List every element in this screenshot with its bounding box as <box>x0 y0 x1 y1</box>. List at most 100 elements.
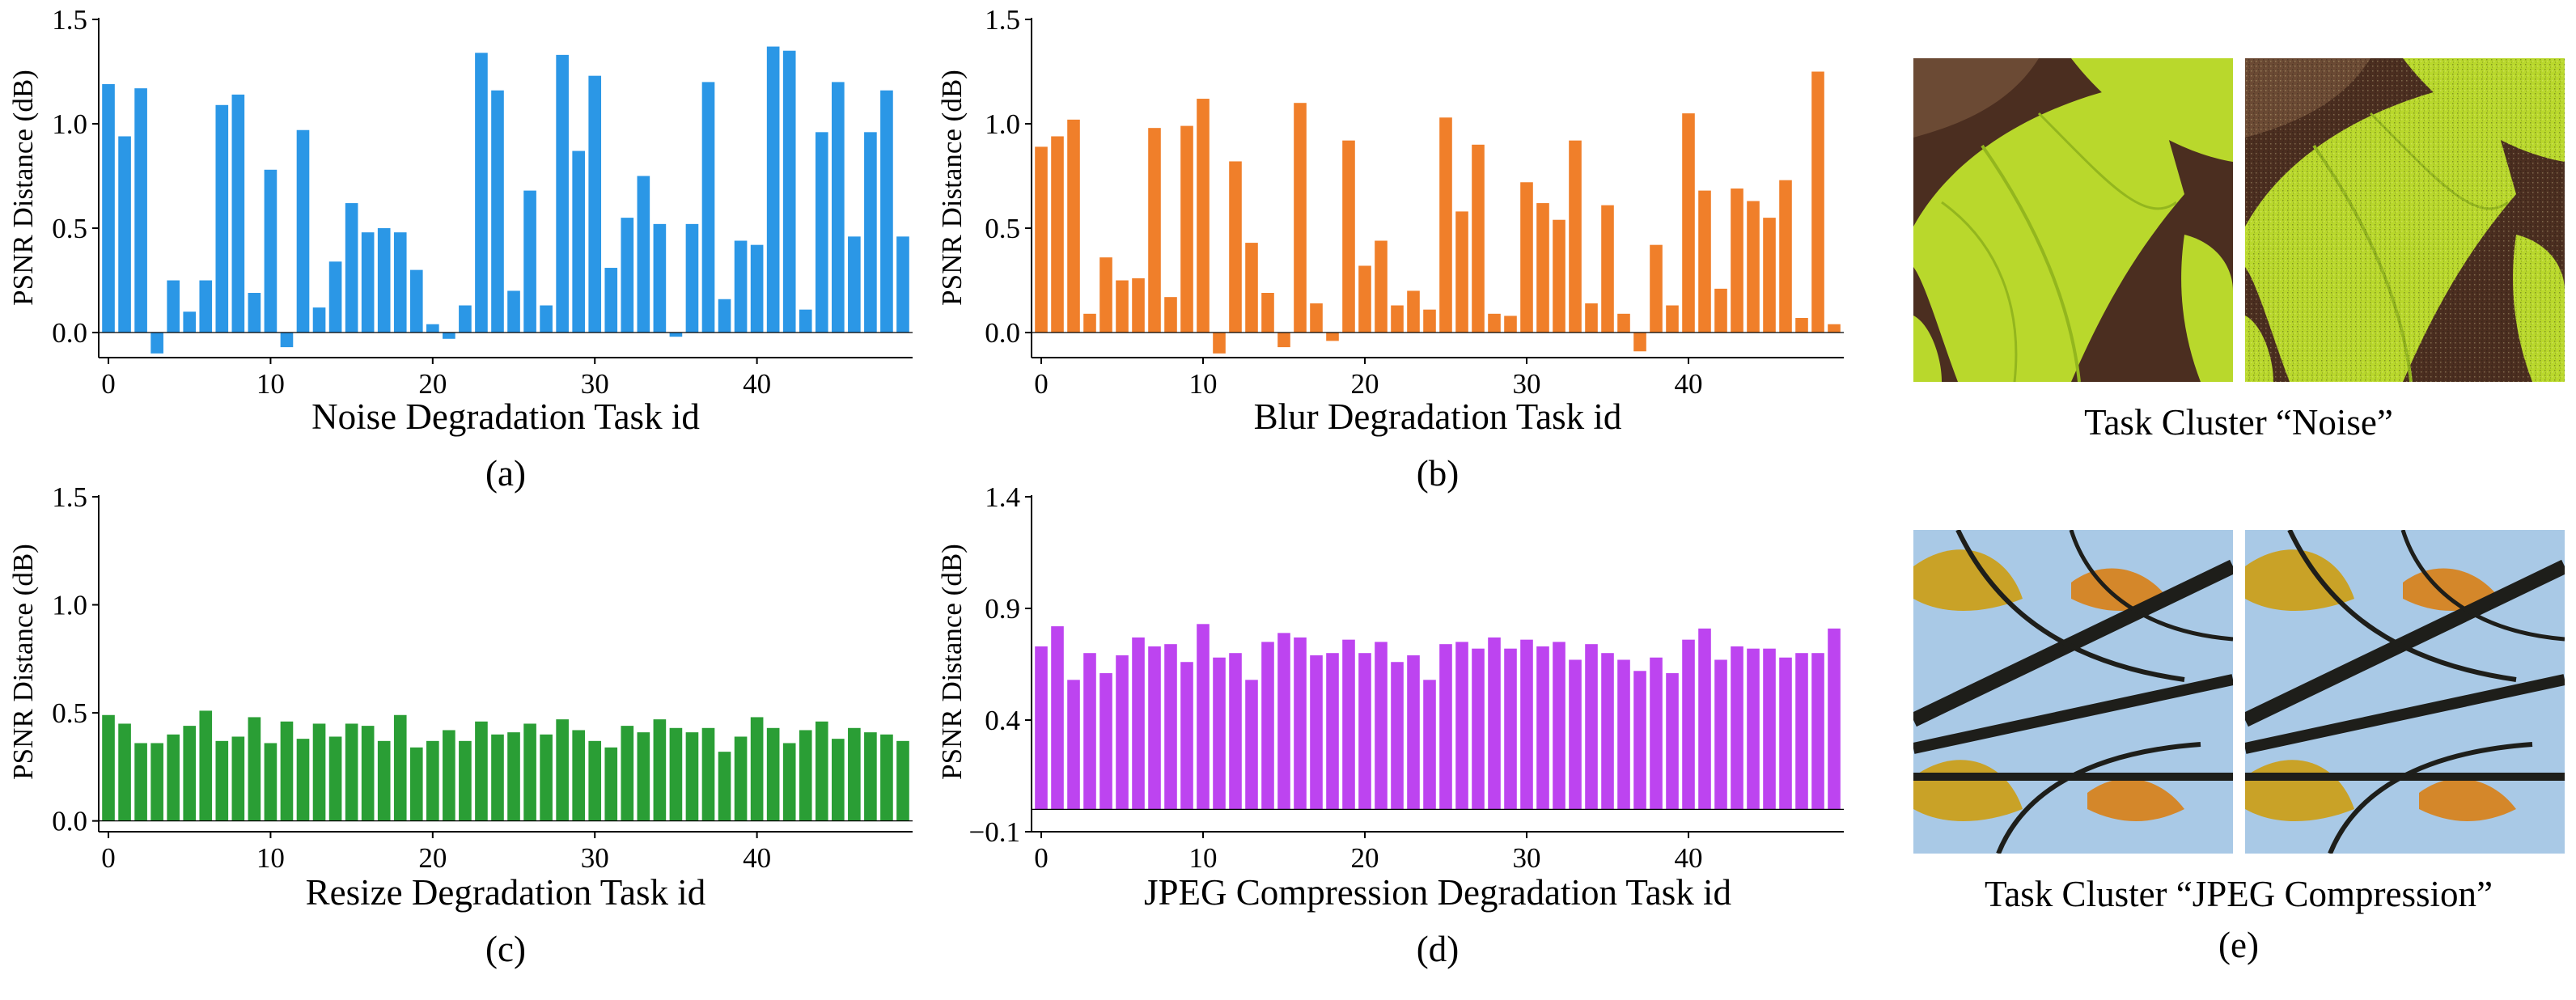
chart-a: 0.0 0.5 1.0 1.5 0 10 20 30 40 Noise Degradation T… <box>7 4 913 494</box>
bar-c-30 <box>588 740 602 821</box>
bar-c-7 <box>215 740 229 821</box>
bar-d-31 <box>1536 646 1549 810</box>
bar-c-27 <box>540 734 553 821</box>
panel-caption: (c) <box>485 929 526 969</box>
bar-a-24 <box>491 90 504 333</box>
bar-c-41 <box>766 727 780 821</box>
bar-b-46 <box>1779 180 1792 333</box>
bar-c-12 <box>296 739 310 821</box>
x-tick-label: 40 <box>743 842 771 874</box>
bar-c-38 <box>718 752 731 821</box>
bar-a-44 <box>815 132 828 333</box>
jpeg-sample-clean <box>1913 530 2233 854</box>
bar-d-12 <box>1229 653 1242 810</box>
y-tick-label: 0.0 <box>52 806 87 837</box>
bar-d-0 <box>1035 646 1048 810</box>
bar-b-23 <box>1407 290 1420 333</box>
x-tick-label: 30 <box>1513 842 1541 874</box>
bar-d-35 <box>1601 653 1614 810</box>
bar-d-47 <box>1795 653 1808 810</box>
bar-c-28 <box>556 719 569 821</box>
bar-a-16 <box>361 232 375 333</box>
x-axis-title: Resize Degradation Task id <box>306 872 706 913</box>
y-tick-label: 1.0 <box>985 108 1020 140</box>
bar-d-5 <box>1116 655 1129 810</box>
bar-a-25 <box>507 290 520 333</box>
bar-b-12 <box>1229 161 1242 333</box>
bar-d-6 <box>1132 637 1145 810</box>
bar-d-14 <box>1261 642 1274 810</box>
bar-d-11 <box>1213 657 1226 810</box>
bar-b-35 <box>1601 205 1614 333</box>
bar-c-1 <box>118 723 131 821</box>
bar-a-14 <box>328 261 342 333</box>
bar-a-30 <box>588 75 602 333</box>
x-axis-title: Noise Degradation Task id <box>311 396 700 437</box>
bar-c-22 <box>459 740 472 821</box>
bar-c-37 <box>701 727 715 821</box>
x-tick-label: 0 <box>1034 368 1049 400</box>
y-axis-title: PSNR Distance (dB) <box>936 544 968 780</box>
bar-c-2 <box>134 743 147 821</box>
bar-b-2 <box>1067 119 1080 333</box>
y-tick-label: 1.0 <box>52 108 87 140</box>
x-tick-label: 30 <box>581 368 609 400</box>
bar-b-4 <box>1099 257 1112 333</box>
bar-c-42 <box>782 743 796 821</box>
x-tick-label: 0 <box>101 368 116 400</box>
bar-d-46 <box>1779 657 1792 810</box>
bar-a-7 <box>215 104 229 333</box>
bar-b-36 <box>1617 313 1630 333</box>
y-tick-label: 0.0 <box>52 317 87 349</box>
bar-b-45 <box>1763 218 1776 333</box>
bar-b-9 <box>1180 125 1193 333</box>
bar-b-13 <box>1245 243 1258 333</box>
bar-c-43 <box>799 730 812 821</box>
bar-c-8 <box>231 736 245 821</box>
bar-b-1 <box>1051 136 1064 333</box>
x-tick-label: 0 <box>1034 842 1049 874</box>
bar-a-1 <box>118 136 131 333</box>
bar-c-19 <box>409 747 423 821</box>
bar-a-17 <box>377 228 391 333</box>
bar-c-40 <box>750 717 764 821</box>
y-tick-label: 0.4 <box>985 705 1020 736</box>
bar-c-36 <box>685 732 699 821</box>
bar-a-45 <box>832 82 845 333</box>
bar-d-43 <box>1731 646 1743 810</box>
bar-b-30 <box>1520 182 1533 333</box>
bar-d-36 <box>1617 659 1630 810</box>
bar-c-33 <box>637 732 650 821</box>
x-axis-title: Blur Degradation Task id <box>1254 396 1622 437</box>
y-tick-label: 1.5 <box>52 4 87 36</box>
bar-c-48 <box>880 734 893 821</box>
bar-b-29 <box>1504 316 1517 333</box>
bar-c-9 <box>248 717 261 821</box>
bar-a-15 <box>345 203 358 333</box>
x-tick-label: 10 <box>1189 842 1218 874</box>
bar-d-24 <box>1423 680 1436 810</box>
bar-a-9 <box>248 293 261 333</box>
x-tick-label: 20 <box>1351 842 1379 874</box>
bar-c-32 <box>621 726 634 821</box>
bar-a-20 <box>426 324 439 333</box>
bar-c-3 <box>150 743 163 821</box>
bar-b-5 <box>1116 280 1129 333</box>
y-axis-title: PSNR Distance (dB) <box>7 70 39 306</box>
y-tick-label: 0.0 <box>985 317 1020 349</box>
bar-c-10 <box>264 743 278 821</box>
bar-c-29 <box>572 730 585 821</box>
bar-a-8 <box>231 94 245 333</box>
bar-b-24 <box>1423 309 1436 333</box>
bar-a-40 <box>750 244 764 333</box>
bar-b-28 <box>1488 313 1501 333</box>
x-tick-label: 10 <box>256 368 285 400</box>
bar-a-22 <box>459 305 472 333</box>
y-tick-label: 0.5 <box>985 213 1020 244</box>
bar-c-39 <box>734 736 748 821</box>
bar-a-26 <box>523 190 536 333</box>
bar-a-34 <box>653 223 667 333</box>
bar-b-7 <box>1148 128 1161 333</box>
